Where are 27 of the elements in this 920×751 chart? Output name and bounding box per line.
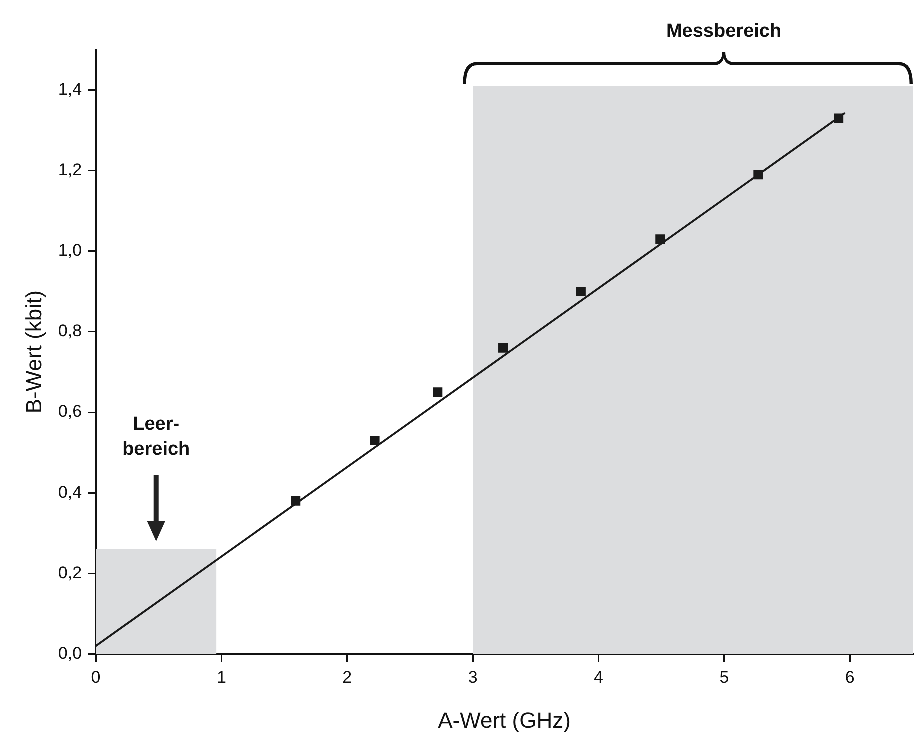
y-tick-label: 0,0 <box>58 644 82 663</box>
y-tick-label: 0,8 <box>58 322 82 341</box>
x-tick-label: 6 <box>845 668 855 688</box>
x-tick-label: 5 <box>720 668 730 688</box>
point <box>656 234 666 244</box>
y-tick-label: 0,2 <box>58 563 82 582</box>
x-tick-label: 0 <box>91 668 101 688</box>
x-tick-label: 4 <box>594 668 604 688</box>
y-tick-label: 0,4 <box>58 482 82 502</box>
text: Messbereich <box>666 20 782 44</box>
y-tick-label: 0,6 <box>58 402 82 422</box>
x-tick-label: 3 <box>468 668 478 688</box>
point <box>433 388 443 398</box>
point <box>576 286 586 296</box>
y-axis-title: B-Wert (kbit) <box>21 290 46 414</box>
x-tick-label: 2 <box>342 668 352 688</box>
y-tick-label: 1,4 <box>58 80 82 99</box>
point <box>834 114 844 124</box>
y-tick-label: 1,2 <box>58 160 82 180</box>
annotation: Leer- bereich <box>122 413 190 462</box>
x-tick-label: 1 <box>216 668 226 688</box>
x-axis-title: A-Wert (GHz) <box>438 708 571 733</box>
point <box>754 170 764 180</box>
point <box>291 496 301 506</box>
y-tick-label: 1,0 <box>58 241 82 260</box>
point <box>498 343 508 353</box>
point <box>370 436 380 446</box>
